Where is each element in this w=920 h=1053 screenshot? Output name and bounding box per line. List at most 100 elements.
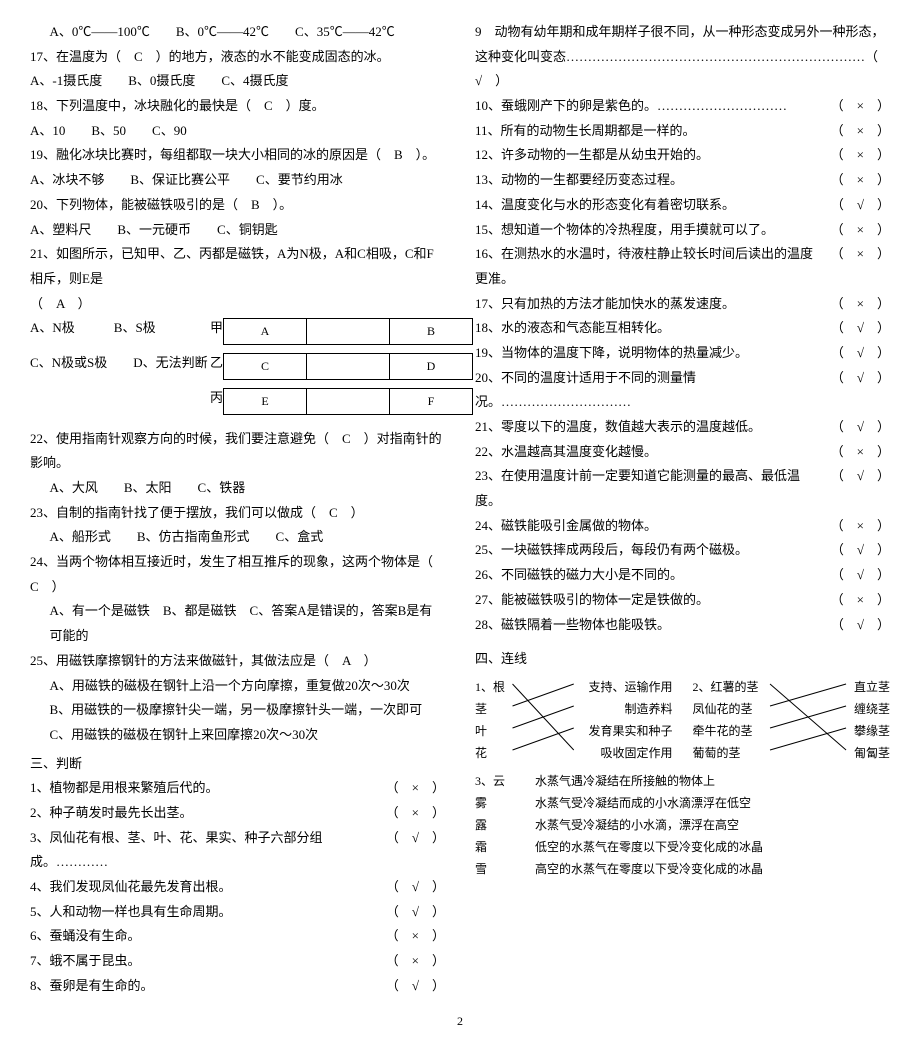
j19-mark: （ √ ） [823, 341, 890, 366]
j18-mark: （ √ ） [823, 316, 890, 341]
j20-text: 20、不同的温度计适用于不同的测量情况。………………………… [475, 366, 823, 415]
j21: 21、零度以下的温度，数值越大表示的温度越低。（ √ ） [475, 415, 890, 440]
j7: 7、蛾不属于昆虫。（ × ） [30, 949, 445, 974]
j15: 15、想知道一个物体的冷热程度，用手摸就可以了。（ × ） [475, 218, 890, 243]
q17: 17、在温度为（ C ）的地方，液态的水不能变成固态的冰。 [30, 45, 445, 70]
j28-text: 28、磁铁隔着一些物体也能吸铁。 [475, 613, 823, 638]
cell-empty1 [307, 319, 390, 345]
j23-text: 23、在使用温度计前一定要知道它能测量的最高、最低温度。 [475, 464, 823, 513]
m3-r2: 水蒸气受冷凝结的小水滴，漂浮在高空 [535, 814, 875, 837]
m3-r4: 高空的水蒸气在零度以下受冷变化成的冰晶 [535, 858, 875, 881]
j6: 6、蚕蛹没有生命。（ × ） [30, 924, 445, 949]
cell-F: F [390, 388, 473, 414]
j4-mark: （ √ ） [378, 875, 445, 900]
j14: 14、温度变化与水的形态变化有着密切联系。（ √ ） [475, 193, 890, 218]
m3-r1: 水蒸气受冷凝结而成的小水滴漂浮在低空 [535, 792, 875, 815]
page-columns: A、0℃——100℃ B、0℃——42℃ C、35℃——42℃ 17、在温度为（… [30, 20, 890, 998]
q16-options: A、0℃——100℃ B、0℃——42℃ C、35℃——42℃ [30, 20, 445, 45]
q18: 18、下列温度中，冰块融化的最快是（ C ）度。 [30, 94, 445, 119]
j27-text: 27、能被磁铁吸引的物体一定是铁做的。 [475, 588, 823, 613]
q25: 25、用磁铁摩擦钢针的方法来做磁针，其做法应是（ A ） [30, 649, 445, 674]
j10-text: 10、蚕蛾刚产下的卵是紫色的。………………………… [475, 94, 823, 119]
j26: 26、不同磁铁的磁力大小是不同的。（ √ ） [475, 563, 890, 588]
j14-mark: （ √ ） [823, 193, 890, 218]
left-column: A、0℃——100℃ B、0℃——42℃ C、35℃——42℃ 17、在温度为（… [30, 20, 445, 998]
q18-options: A、10 B、50 C、90 [30, 119, 445, 144]
j2-mark: （ × ） [378, 801, 445, 826]
j1-text: 1、植物都是用根来繁殖后代的。 [30, 776, 378, 801]
q21-label-yi: 乙 [210, 351, 223, 376]
cell-C: C [224, 354, 307, 380]
j4: 4、我们发现凤仙花最先发育出根。（ √ ） [30, 875, 445, 900]
q21-opts-ab: A、N极 B、S极 [30, 316, 210, 341]
j24-mark: （ × ） [823, 514, 890, 539]
j10: 10、蚕蛾刚产下的卵是紫色的。…………………………（ × ） [475, 94, 890, 119]
q22: 22、使用指南针观察方向的时候，我们要注意避免（ C ）对指南针的影响。 [30, 427, 445, 476]
m1-lines [475, 676, 673, 764]
j3-text: 3、凤仙花有根、茎、叶、花、果实、种子六部分组成。………… [30, 826, 378, 875]
q21-label-bing: 丙 [210, 386, 223, 411]
j1: 1、植物都是用根来繁殖后代的。（ × ） [30, 776, 445, 801]
j15-text: 15、想知道一个物体的冷热程度，用手摸就可以了。 [475, 218, 823, 243]
right-column: 9 动物有幼年期和成年期样子很不同，从一种形态变成另外一种形态，这种变化叫变态…… [475, 20, 890, 998]
j16-mark: （ × ） [823, 242, 890, 291]
j5-text: 5、人和动物一样也具有生命周期。 [30, 900, 378, 925]
j8-mark: （ √ ） [378, 974, 445, 999]
j15-mark: （ × ） [823, 218, 890, 243]
j14-text: 14、温度变化与水的形态变化有着密切联系。 [475, 193, 823, 218]
q25-a: A、用磁铁的磁极在钢针上沿一个方向摩擦，重复做20次～30次 [30, 674, 445, 699]
q19-options: A、冰块不够 B、保证比赛公平 C、要节约用冰 [30, 168, 445, 193]
j28: 28、磁铁隔着一些物体也能吸铁。（ √ ） [475, 613, 890, 638]
q21-answer: （ A ） [30, 292, 445, 317]
j20-mark: （ √ ） [823, 366, 890, 415]
q21-table-yi: C D [223, 353, 473, 380]
q21-row-2: C、N极或S极 D、无法判断 乙 C D [30, 351, 445, 386]
m3-r3: 低空的水蒸气在零度以下受冷变化成的冰晶 [535, 836, 875, 859]
cell-B: B [390, 319, 473, 345]
j6-text: 6、蚕蛹没有生命。 [30, 924, 378, 949]
j18: 18、水的液态和气态能互相转化。（ √ ） [475, 316, 890, 341]
j1-mark: （ × ） [378, 776, 445, 801]
j26-mark: （ √ ） [823, 563, 890, 588]
j3: 3、凤仙花有根、茎、叶、花、果实、种子六部分组成。…………（ √ ） [30, 826, 445, 875]
q21-table-jia: A B [223, 318, 473, 345]
match-block-1: 1、根 茎 叶 花 支持、运输作用 制造养料 发育果实和种子 吸收固定作用 [475, 676, 673, 764]
page-number: 2 [30, 1010, 890, 1033]
cell-D: D [390, 354, 473, 380]
m3-l2: 露 [475, 814, 487, 837]
m3-r0: 水蒸气遇冷凝结在所接触的物体上 [535, 770, 875, 793]
q17-options: A、-1摄氏度 B、0摄氏度 C、4摄氏度 [30, 69, 445, 94]
j17-mark: （ × ） [823, 292, 890, 317]
q24: 24、当两个物体相互接近时，发生了相互推斥的现象，这两个物体是（ C ） [30, 550, 445, 599]
j20: 20、不同的温度计适用于不同的测量情况。…………………………（ √ ） [475, 366, 890, 415]
j22-text: 22、水温越高其温度变化越慢。 [475, 440, 823, 465]
q21-table-bing: E F [223, 388, 473, 415]
j21-mark: （ √ ） [823, 415, 890, 440]
j4-text: 4、我们发现凤仙花最先发育出根。 [30, 875, 378, 900]
m3-l3: 霜 [475, 836, 487, 859]
j2-text: 2、种子萌发时最先长出茎。 [30, 801, 378, 826]
j25-text: 25、一块磁铁摔成两段后，每段仍有两个磁极。 [475, 538, 823, 563]
j7-text: 7、蛾不属于昆虫。 [30, 949, 378, 974]
m3-l1: 雾 [475, 792, 487, 815]
match-block-2: 2、红薯的茎 凤仙花的茎 牵牛花的茎 葡萄的茎 直立茎 缠绕茎 攀缘茎 匍匐茎 [693, 676, 891, 764]
j11-text: 11、所有的动物生长周期都是一样的。 [475, 119, 823, 144]
j19: 19、当物体的温度下降，说明物体的热量减少。（ √ ） [475, 341, 890, 366]
j13-mark: （ × ） [823, 168, 890, 193]
j12: 12、许多动物的一生都是从幼虫开始的。（ × ） [475, 143, 890, 168]
match-block-3: 3、云 雾 露 霜 雪 水蒸气遇冷凝结在所接触的物体上 水蒸气受冷凝结而成的小水… [475, 770, 890, 890]
j22-mark: （ × ） [823, 440, 890, 465]
q20-options: A、塑料尺 B、一元硬币 C、铜钥匙 [30, 218, 445, 243]
j28-mark: （ √ ） [823, 613, 890, 638]
q22-options: A、大风 B、太阳 C、铁器 [30, 476, 445, 501]
j21-text: 21、零度以下的温度，数值越大表示的温度越低。 [475, 415, 823, 440]
j17-text: 17、只有加热的方法才能加快水的蒸发速度。 [475, 292, 823, 317]
j6-mark: （ × ） [378, 924, 445, 949]
j11-mark: （ × ） [823, 119, 890, 144]
cell-E: E [224, 388, 307, 414]
q21-row-3: 丙 E F [30, 386, 445, 421]
cell-A: A [224, 319, 307, 345]
q24-options: A、有一个是磁铁 B、都是磁铁 C、答案A是错误的，答案B是有可能的 [30, 599, 445, 648]
m3-l4: 雪 [475, 858, 487, 881]
q23: 23、自制的指南针找了便于摆放，我们可以做成（ C ） [30, 501, 445, 526]
